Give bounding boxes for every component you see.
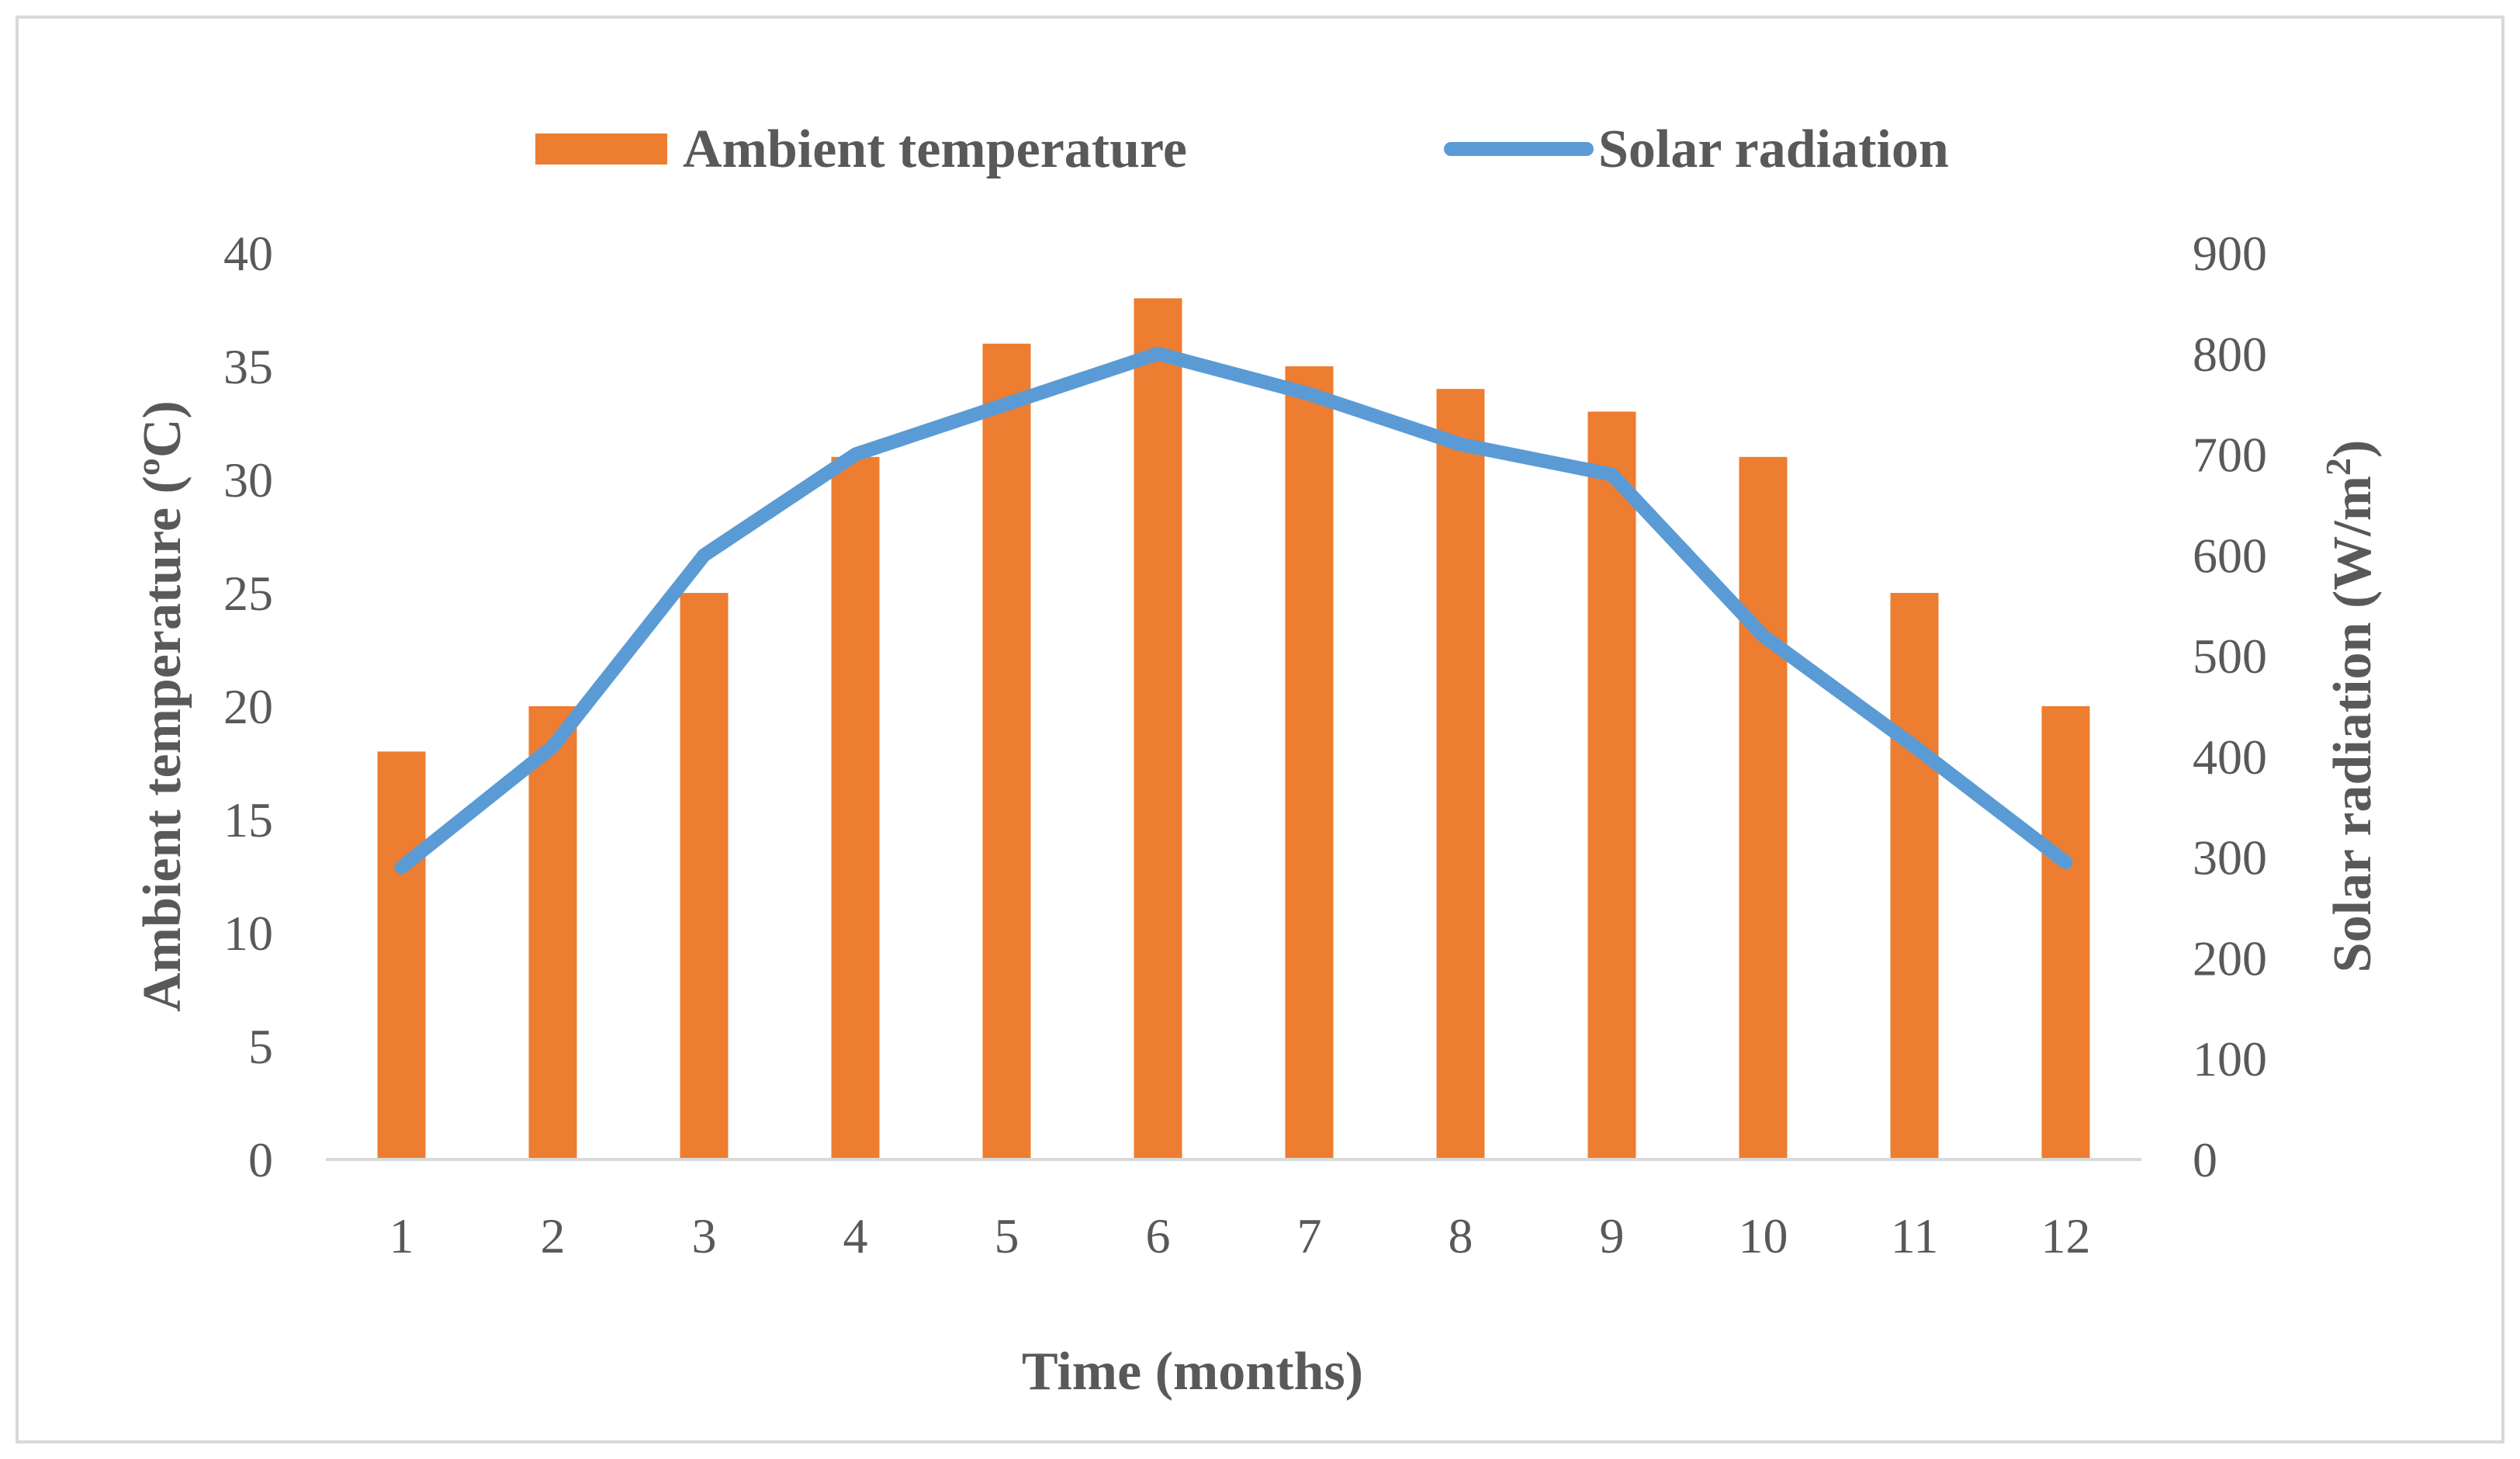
x-tick-label: 7 [1297, 1208, 1322, 1263]
y-left-tick-label: 0 [248, 1132, 273, 1187]
bar-ambient-temperature-6 [1134, 298, 1182, 1159]
x-tick-label: 10 [1739, 1208, 1788, 1263]
x-tick-label: 11 [1891, 1208, 1939, 1263]
y-axis-right-ticks: 0 100 200 300 400 500 600 700 800 900 [2193, 226, 2267, 1187]
point-solar-radiation-3 [703, 554, 705, 556]
y-right-tick-label: 500 [2193, 629, 2267, 684]
y-right-tick-label: 400 [2193, 730, 2267, 785]
legend-swatch-ambient-temperature [535, 133, 667, 165]
y-left-tick-label: 20 [223, 679, 273, 734]
x-tick-label: 3 [692, 1208, 717, 1263]
point-solar-radiation-4 [854, 453, 857, 456]
point-solar-radiation-1 [400, 866, 403, 868]
point-solar-radiation-8 [1459, 443, 1462, 445]
x-axis-ticks: 1 2 3 4 5 6 7 8 9 10 11 12 [389, 1208, 2091, 1263]
bar-ambient-temperature-8 [1436, 389, 1485, 1159]
bar-ambient-temperature-10 [1739, 456, 1788, 1159]
bar-ambient-temperature-1 [377, 751, 426, 1159]
y-right-tick-label: 700 [2193, 428, 2267, 483]
y-axis-left-ticks: 0 5 10 15 20 25 30 35 40 [223, 226, 273, 1187]
line-series-solar-radiation [394, 346, 2073, 875]
point-solar-radiation-12 [2065, 861, 2067, 864]
x-tick-label: 12 [2041, 1208, 2091, 1263]
y-axis-right-title: Solar radiation (W/m2) [2318, 440, 2383, 973]
bar-ambient-temperature-9 [1587, 411, 1636, 1159]
x-tick-label: 9 [1600, 1208, 1625, 1263]
bar-ambient-temperature-12 [2041, 706, 2090, 1159]
legend-label-solar-radiation: Solar radiation [1598, 120, 1949, 179]
y-axis-left-title: Ambient temperature (ºC) [133, 400, 192, 1012]
x-tick-label: 8 [1449, 1208, 1473, 1263]
point-solar-radiation-10 [1762, 635, 1764, 637]
y-axis-right-title-suffix: ) [2323, 440, 2383, 458]
bar-ambient-temperature-2 [528, 706, 577, 1159]
point-solar-radiation-7 [1308, 393, 1310, 395]
x-tick-label: 1 [389, 1208, 414, 1263]
bar-series-ambient-temperature [377, 298, 2090, 1159]
x-tick-label: 6 [1146, 1208, 1171, 1263]
y-left-tick-label: 5 [248, 1019, 273, 1074]
bar-ambient-temperature-4 [831, 456, 880, 1159]
point-solar-radiation-11 [1913, 745, 1916, 747]
point-solar-radiation-6 [1157, 352, 1159, 355]
y-left-tick-label: 40 [223, 226, 273, 281]
y-right-tick-label: 900 [2193, 226, 2267, 281]
y-right-tick-label: 300 [2193, 830, 2267, 885]
y-right-tick-label: 800 [2193, 327, 2267, 382]
y-left-tick-label: 15 [223, 792, 273, 847]
point-solar-radiation-5 [1006, 403, 1008, 405]
x-tick-label: 5 [995, 1208, 1019, 1263]
line-solar-radiation [394, 346, 2073, 875]
point-solar-radiation-2 [552, 745, 554, 747]
y-left-tick-label: 30 [223, 452, 273, 508]
bar-ambient-temperature-11 [1890, 593, 1939, 1159]
x-tick-label: 4 [843, 1208, 868, 1263]
y-right-tick-label: 100 [2193, 1031, 2267, 1086]
point-solar-radiation-9 [1611, 473, 1613, 476]
y-left-tick-label: 25 [223, 566, 273, 621]
y-left-tick-label: 10 [223, 906, 273, 961]
x-axis-title: Time (months) [1022, 1342, 1363, 1402]
legend: Ambient temperature Solar radiation [535, 120, 1949, 179]
y-right-tick-label: 200 [2193, 931, 2267, 986]
legend-label-ambient-temperature: Ambient temperature [683, 120, 1187, 179]
bar-ambient-temperature-5 [982, 343, 1031, 1159]
y-axis-right-title-prefix: Solar radiation (W/m [2323, 476, 2383, 972]
x-tick-label: 2 [541, 1208, 566, 1263]
y-right-tick-label: 0 [2193, 1132, 2217, 1187]
bar-ambient-temperature-7 [1285, 366, 1334, 1159]
bar-ambient-temperature-3 [680, 593, 729, 1159]
y-right-tick-label: 600 [2193, 528, 2267, 583]
y-left-tick-label: 35 [223, 339, 273, 394]
y-axis-right-title-superscript: 2 [2318, 458, 2358, 476]
